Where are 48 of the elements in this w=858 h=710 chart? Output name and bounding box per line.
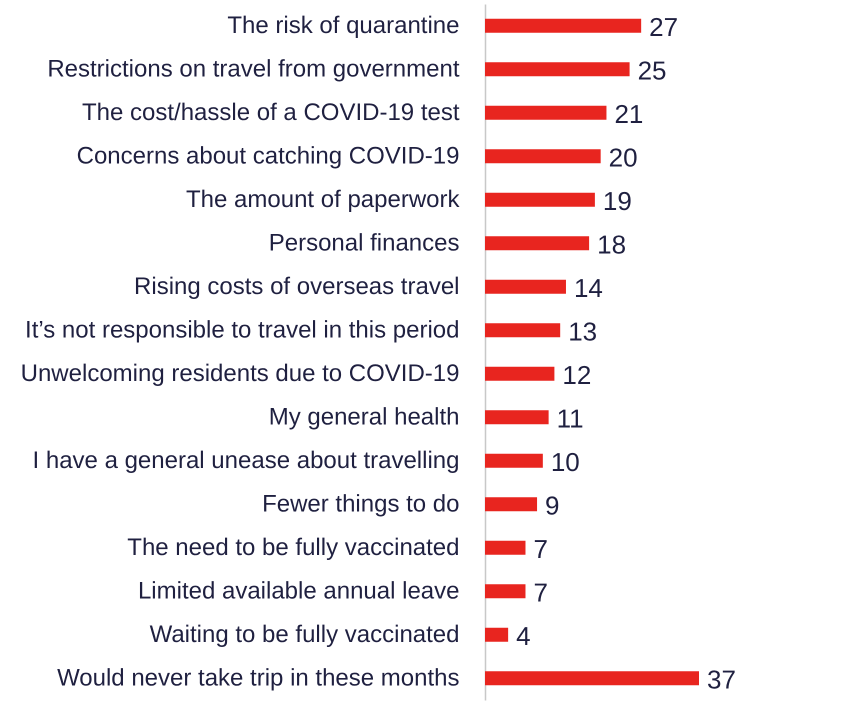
bar: [485, 62, 630, 76]
data-label: 20: [608, 142, 638, 172]
y-tick-label: The need to be fully vaccinated: [127, 534, 460, 561]
bar: [485, 454, 543, 468]
y-tick-label: I have a general unease about travelling: [32, 446, 460, 474]
data-label: 11: [556, 403, 584, 434]
data-label: 4: [516, 620, 531, 651]
data-label: 9: [545, 490, 560, 520]
data-label: 7: [533, 577, 548, 608]
bar: [485, 540, 526, 555]
bar: [485, 410, 549, 424]
bar: [485, 366, 554, 381]
bar: [485, 323, 560, 338]
bar: [485, 584, 526, 598]
y-tick-label: Personal finances: [268, 229, 460, 256]
y-tick-label: Concerns about catching COVID-19: [76, 142, 460, 170]
data-label: 21: [614, 98, 644, 129]
y-tick-label: Fewer things to do: [262, 490, 460, 518]
data-label: 10: [550, 446, 580, 477]
y-tick-label: Restrictions on travel from government: [47, 55, 460, 82]
y-tick-label: The cost/hassle of a COVID-19 test: [82, 98, 460, 126]
data-label: 37: [707, 664, 736, 694]
bar: [485, 628, 508, 642]
bar: [485, 149, 601, 164]
bar: [485, 18, 642, 33]
bar: [485, 236, 590, 250]
data-label: 19: [602, 186, 632, 216]
y-tick-label: My general health: [268, 403, 460, 430]
y-tick-label: Limited available annual leave: [138, 577, 460, 604]
data-label: 7: [533, 534, 548, 564]
bar: [485, 106, 606, 120]
bar: [485, 671, 699, 686]
y-tick-label: Waiting to be fully vaccinated: [150, 620, 460, 648]
data-label: 18: [597, 229, 626, 260]
bar: [485, 497, 538, 512]
bar: [485, 280, 566, 294]
y-tick-label: Unwelcoming residents due to COVID-19: [20, 360, 460, 387]
data-label: 13: [568, 316, 598, 346]
data-label: 14: [574, 272, 603, 303]
bar: [485, 192, 595, 207]
y-tick-label: Rising costs of overseas travel: [134, 272, 460, 300]
data-label: 25: [638, 55, 667, 86]
data-label: 12: [562, 360, 592, 390]
data-label: 27: [649, 12, 678, 42]
y-tick-label: The amount of paperwork: [186, 186, 460, 213]
y-tick-label: Would never take trip in these months: [57, 664, 460, 692]
y-tick-label: It’s not responsible to travel in this period: [25, 316, 460, 344]
y-tick-label: The risk of quarantine: [227, 12, 460, 39]
